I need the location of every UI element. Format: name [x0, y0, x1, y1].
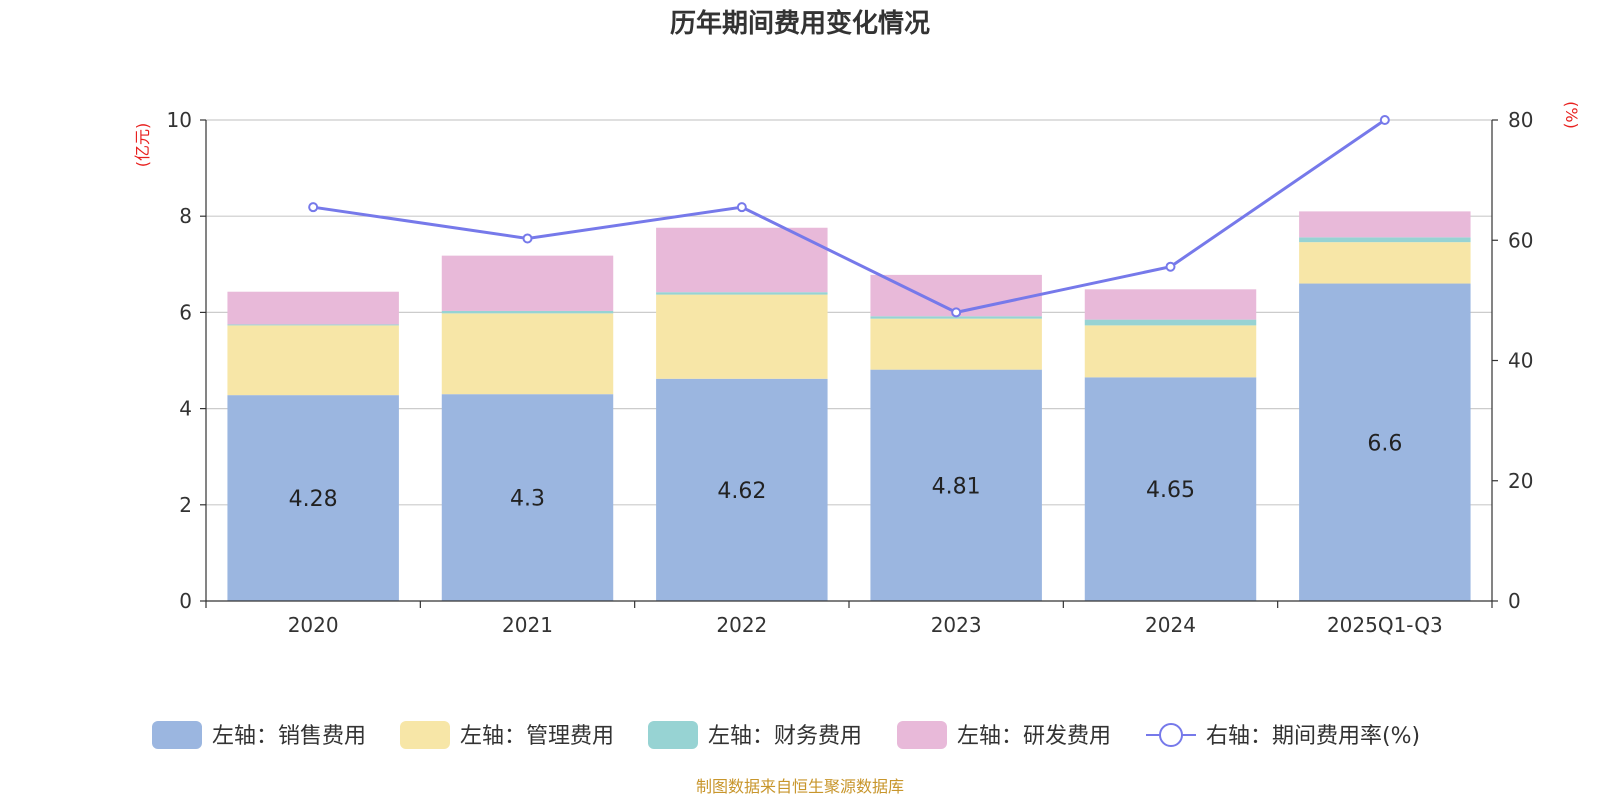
- bar-segment: [1084, 319, 1257, 326]
- right-tick-label: 20: [1508, 469, 1533, 493]
- legend-circle-marker: [1159, 723, 1183, 747]
- bar-data-label: 4.81: [932, 474, 981, 499]
- rate-point: [736, 202, 747, 213]
- left-tick-label: 8: [179, 204, 192, 228]
- bar-segment: [1084, 289, 1257, 320]
- legend-swatch: [152, 721, 202, 749]
- x-tick-label: 2024: [1145, 613, 1196, 637]
- bar-data-label: 4.3: [510, 487, 545, 512]
- x-tick-label: 2020: [288, 613, 339, 637]
- rate-point: [1379, 115, 1390, 125]
- bar-segment: [656, 378, 828, 601]
- left-tick-label: 4: [179, 397, 192, 421]
- bar-segment: [870, 318, 1042, 370]
- bar-segment: [441, 255, 614, 311]
- rate-point: [951, 307, 962, 318]
- left-tick-label: 2: [179, 493, 192, 517]
- legend-swatch: [648, 721, 698, 749]
- bar-segment: [1299, 283, 1471, 601]
- right-tick-label: 80: [1508, 108, 1533, 132]
- bar-segment: [656, 294, 828, 379]
- x-tick-label: 2023: [931, 613, 982, 637]
- legend-label: 左轴：管理费用: [460, 724, 614, 749]
- rate-point: [522, 233, 533, 244]
- rate-point: [308, 202, 319, 213]
- right-axis-unit: (%): [1562, 101, 1581, 129]
- bar-data-label: 4.65: [1146, 478, 1195, 503]
- right-tick-label: 60: [1508, 228, 1533, 252]
- bar-series: [227, 211, 1471, 601]
- bar-data-label: 4.28: [289, 487, 338, 512]
- gridlines: [206, 119, 1492, 506]
- legend-swatch: [400, 721, 450, 749]
- legend-label: 左轴：销售费用: [212, 724, 366, 749]
- bar-segment: [441, 310, 614, 314]
- bar-segment: [870, 316, 1042, 319]
- legend-label: 左轴：财务费用: [708, 724, 862, 749]
- bar-segment: [870, 369, 1042, 601]
- bar-segment: [656, 227, 828, 293]
- bar-segment: [227, 291, 399, 325]
- right-tick-label: 40: [1508, 349, 1533, 373]
- x-tick-label: 2021: [502, 613, 553, 637]
- left-tick-label: 10: [167, 108, 192, 132]
- bar-data-label: 4.62: [717, 479, 766, 504]
- data-labels: 4.28 4.3 4.62 4.81 4.65 6.6: [289, 431, 1403, 512]
- legend-label: 左轴：研发费用: [957, 724, 1111, 749]
- bar-segment: [1299, 242, 1471, 284]
- bar-segment: [1299, 237, 1471, 243]
- rate-line: [312, 118, 1386, 314]
- left-tick-label: 0: [179, 589, 192, 613]
- bar-segment: [227, 324, 399, 326]
- x-tick-label: 2022: [716, 613, 767, 637]
- left-axis-unit: (亿元): [133, 123, 152, 168]
- legend-label: 右轴：期间费用率(%): [1206, 724, 1420, 749]
- left-tick-label: 6: [179, 300, 192, 324]
- x-tick-label: 2025Q1-Q3: [1327, 613, 1443, 637]
- legend: 左轴：销售费用 左轴：管理费用 左轴：财务费用 左轴：研发费用 右轴：期间费用率(%): [152, 721, 1420, 749]
- legend-swatch: [897, 721, 947, 749]
- source-note: 制图数据来自恒生聚源数据库: [696, 777, 904, 796]
- bar-segment: [441, 313, 614, 395]
- bar-segment: [227, 395, 399, 601]
- chart-title: 历年期间费用变化情况: [670, 8, 930, 39]
- bar-data-label: 6.6: [1367, 431, 1402, 456]
- right-tick-label: 0: [1508, 589, 1521, 613]
- line-series: [308, 115, 1390, 318]
- axes: 0 2 4 6 8 10 0 20 40 60 80 2020 2021 2022 2023 2024 2025…: [167, 108, 1534, 637]
- rate-point: [1165, 261, 1176, 272]
- bar-segment: [656, 292, 828, 295]
- bar-segment: [1299, 211, 1471, 238]
- bar-segment: [441, 394, 614, 601]
- bar-segment: [227, 325, 399, 396]
- bar-segment: [1084, 377, 1257, 601]
- bar-segment: [1084, 325, 1257, 378]
